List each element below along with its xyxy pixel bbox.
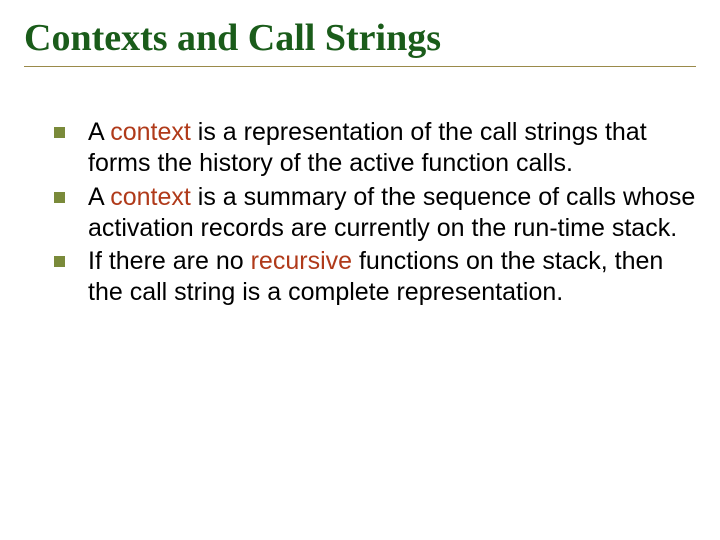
bullet-text-emph: context xyxy=(110,183,191,211)
slide-title: Contexts and Call Strings xyxy=(24,16,696,67)
bullet-text-emph: recursive xyxy=(251,247,352,275)
bullet-list: A context is a representation of the cal… xyxy=(24,117,696,309)
bullet-text-pre: If there are no xyxy=(88,247,251,275)
list-item: A context is a representation of the cal… xyxy=(54,117,696,180)
list-item: If there are no recursive functions on t… xyxy=(54,246,696,309)
bullet-text-pre: A xyxy=(88,183,110,211)
bullet-text-pre: A xyxy=(88,118,110,146)
bullet-text-emph: context xyxy=(110,118,191,146)
list-item: A context is a summary of the sequence o… xyxy=(54,182,696,245)
